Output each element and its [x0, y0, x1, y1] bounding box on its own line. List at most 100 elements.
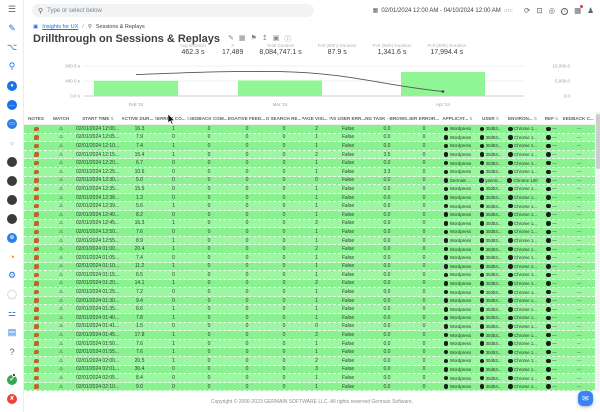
sidebar-item-help[interactable]: ? — [0, 342, 24, 361]
table-row[interactable]: ⚠ 02/01/2024 01:10... 11.2 1 0 0 0 1 False 0.0 0 Wo… — [24, 262, 595, 272]
table-row[interactable]: ⚠ 02/01/2024 12:15... 15.4 1 0 0 0 2 False 3.5 0 Wo… — [24, 150, 595, 160]
table-row[interactable]: ⚠ 02/01/2024 12:05... 7.9 0 0 0 0 1 False 0.0 0 Wor… — [24, 133, 595, 143]
print-icon[interactable]: ▣ — [272, 35, 280, 42]
info-icon[interactable]: i — [561, 6, 569, 15]
table-row[interactable]: ⚠ 02/01/2024 01:20... 14.1 1 0 0 0 2 False 0.0 0 Wo… — [24, 279, 595, 289]
column-header-long_task[interactable]: LONG TASK - BROWS...⇅ — [365, 112, 409, 124]
table-row[interactable]: ⚠ 02/01/2024 12:39... 5.6 1 0 0 0 1 False 0.0 0 Wor… — [24, 202, 595, 211]
table-row[interactable]: ⚠ 02/01/2024 12:38... 1.3 0 0 0 0 1 False 0.0 0 Wor… — [24, 193, 595, 203]
sidebar-item-app-logo-2[interactable] — [0, 171, 24, 190]
cell-notes[interactable] — [24, 366, 48, 374]
cell-watch[interactable]: ⚠ — [48, 125, 74, 133]
column-header-fb_comment[interactable]: FEEDBACK COM...⇅ — [190, 112, 228, 124]
cell-watch[interactable]: ⚠ — [48, 220, 74, 228]
column-header-has_user_err[interactable]: HAS USER ERR...⇅ — [331, 112, 365, 124]
table-row[interactable]: ⚠ 02/01/2024 12:35... 15.6 0 0 0 0 1 False 0.0 0 Wo… — [24, 185, 595, 194]
table-row[interactable]: ⚠ 02/01/2024 12:30... 5.0 0 0 0 0 0 False 0.0 0 Ger… — [24, 176, 595, 186]
table-row[interactable]: ⚠ 02/01/2024 01:05... 7.4 0 0 0 0 1 False 0.0 0 Wor… — [24, 253, 595, 263]
sidebar-item-analytics[interactable]: ⌥ — [0, 38, 24, 57]
sidebar-item-search[interactable]: ⚲ — [0, 57, 24, 76]
cell-watch[interactable]: ⚠ — [48, 357, 74, 365]
cell-watch[interactable]: ⚠ — [48, 177, 74, 185]
export-icon[interactable]: ↥ — [261, 35, 268, 42]
info-title-icon[interactable]: ⓘ — [284, 36, 292, 43]
breadcrumb-parent-link[interactable]: Insights for UX — [42, 24, 79, 30]
table-row[interactable]: ⚠ 02/01/2024 01:15... 6.5 0 0 0 0 1 False 0.0 0 Wor… — [24, 271, 595, 280]
table-row[interactable]: ⚠ 02/01/2024 01:25... 7.2 0 0 0 0 1 False 0.0 0 Wor… — [24, 288, 595, 297]
sidebar-item-globe[interactable]: ⊕ — [0, 228, 24, 247]
sidebar-item-card[interactable]: ▤ — [0, 323, 24, 342]
thumbs-down-button[interactable]: ✘ — [0, 389, 24, 408]
column-header-feedback_c[interactable]: FEEDBACK C...⇅ — [563, 112, 595, 124]
cell-notes[interactable] — [24, 271, 48, 279]
cell-watch[interactable]: ⚠ — [48, 202, 74, 210]
cell-notes[interactable] — [24, 194, 48, 202]
column-header-neg_fb[interactable]: NEGATIVE FEED...⇅ — [228, 112, 266, 124]
cell-watch[interactable]: ⚠ — [48, 348, 74, 356]
sidebar-item-menu[interactable]: ☰ — [0, 0, 24, 19]
cell-watch[interactable]: ⚠ — [48, 245, 74, 253]
cell-watch[interactable]: ⚠ — [48, 142, 74, 150]
cell-watch[interactable]: ⚠ — [48, 237, 74, 245]
table-row[interactable]: ⚠ 02/01/2024 01:41... 1.5 0 0 0 0 0 False 0.0 0 Wor… — [24, 322, 595, 332]
table-row[interactable]: ⚠ 02/01/2024 12:00... 16.3 1 0 0 0 2 False 0.0 0 Wo… — [24, 125, 595, 134]
bookmark-icon[interactable]: ⚑ — [250, 35, 257, 42]
cell-notes[interactable] — [24, 348, 48, 356]
cell-watch[interactable]: ⚠ — [48, 366, 74, 374]
chat-launcher-button[interactable]: ✉ — [578, 391, 593, 406]
table-row[interactable]: ⚠ 02/01/2024 12:55... 8.9 1 0 0 0 1 False 0.0 0 Wor… — [24, 236, 595, 246]
column-header-no_search[interactable]: NO SEARCH RE...⇅ — [266, 112, 302, 124]
user-icon[interactable]: ♟ — [587, 5, 594, 15]
sidebar-item-chat[interactable]: … — [0, 95, 24, 114]
cell-watch[interactable]: ⚠ — [48, 314, 74, 322]
cell-notes[interactable] — [24, 331, 48, 339]
cell-watch[interactable]: ⚠ — [48, 305, 74, 313]
cell-watch[interactable]: ⚠ — [48, 383, 74, 391]
cell-watch[interactable]: ⚠ — [48, 194, 74, 202]
table-row[interactable]: ⚠ 02/01/2024 12:20... 6.7 0 0 0 0 1 False 0.0 0 Wor… — [24, 159, 595, 168]
cell-notes[interactable] — [24, 220, 48, 228]
cell-notes[interactable] — [24, 305, 48, 313]
cell-notes[interactable] — [24, 202, 48, 210]
sessions-chart[interactable]: 800.0 s 400.0 s 0.0 s 10,000.0 5,000.0 0.0 Feb… — [24, 60, 600, 112]
edit-title-icon[interactable]: ✎ — [228, 35, 234, 42]
column-header-environment[interactable]: ENVIRON... ⇅ — [505, 112, 540, 124]
sidebar-item-settings[interactable]: ⚙ — [0, 266, 24, 285]
column-header-user_err[interactable]: USER ERROR...⇅ — [409, 112, 439, 124]
table-row[interactable]: ⚠ 02/01/2024 01:35... 8.6 1 0 0 0 1 False 0.0 0 Wor… — [24, 305, 595, 315]
sidebar-item-app-logo-4[interactable] — [0, 209, 24, 228]
table-row[interactable]: ⚠ 02/01/2024 12:25... 10.6 0 0 0 0 1 False 3.3 0 Wo… — [24, 167, 595, 177]
search-input[interactable]: ⚲ Type or select below — [32, 4, 314, 17]
sidebar-item-app-logo-3[interactable] — [0, 190, 24, 209]
cell-watch[interactable]: ⚠ — [48, 271, 74, 279]
cell-notes[interactable] — [24, 151, 48, 159]
cell-notes[interactable] — [24, 211, 48, 219]
sidebar-item-widget[interactable]: ▫ — [0, 133, 24, 152]
cell-notes[interactable] — [24, 383, 48, 391]
cell-notes[interactable] — [24, 340, 48, 348]
cell-watch[interactable]: ⚠ — [48, 159, 74, 167]
table-row[interactable]: ⚠ 02/01/2024 01:45... 17.8 1 0 0 0 2 False 0.0 0 Wo… — [24, 331, 595, 340]
sidebar-item-app-logo-1[interactable] — [0, 152, 24, 171]
record-icon[interactable]: ◎ — [548, 5, 556, 15]
table-row[interactable]: ⚠ 02/01/2024 01:00... 20.4 1 0 0 0 2 False 0.0 0 Wo… — [24, 245, 595, 254]
column-header-application[interactable]: APPLICAT... ⇅ — [439, 112, 476, 124]
cell-watch[interactable]: ⚠ — [48, 211, 74, 219]
table-row[interactable]: ⚠ 02/01/2024 02:05... 8.4 0 0 0 0 1 False 0.0 0 Wor… — [24, 374, 595, 383]
table-row[interactable]: ⚠ 02/01/2024 01:30... 9.4 0 0 0 0 1 False 0.0 0 Wor… — [24, 296, 595, 306]
cell-watch[interactable]: ⚠ — [48, 297, 74, 305]
table-row[interactable]: ⚠ 02/01/2024 12:40... 8.2 0 0 0 0 1 False 0.0 0 Wor… — [24, 210, 595, 220]
sidebar-item-gauge[interactable]: ◔ — [0, 247, 24, 266]
cell-watch[interactable]: ⚠ — [48, 374, 74, 382]
cell-watch[interactable]: ⚠ — [48, 228, 74, 236]
table-row[interactable]: ⚠ 02/01/2024 02:10... 9.0 0 0 0 0 1 False 0.0 0 Wor… — [24, 382, 595, 392]
cell-notes[interactable] — [24, 228, 48, 236]
refresh-icon[interactable]: ⟳ — [524, 5, 531, 15]
column-header-active[interactable]: ACTIVE DUR... ⇅ — [122, 112, 157, 124]
cell-watch[interactable]: ⚠ — [48, 151, 74, 159]
fullscreen-icon[interactable]: ⊡ — [536, 5, 543, 15]
table-row[interactable]: ⚠ 02/01/2024 01:50... 7.6 1 0 0 0 1 False 0.0 0 Wor… — [24, 339, 595, 349]
table-row[interactable]: ⚠ 02/01/2024 01:40... 7.8 1 0 0 0 1 False 0.0 0 Wor… — [24, 314, 595, 323]
cell-notes[interactable] — [24, 357, 48, 365]
cell-notes[interactable] — [24, 245, 48, 253]
